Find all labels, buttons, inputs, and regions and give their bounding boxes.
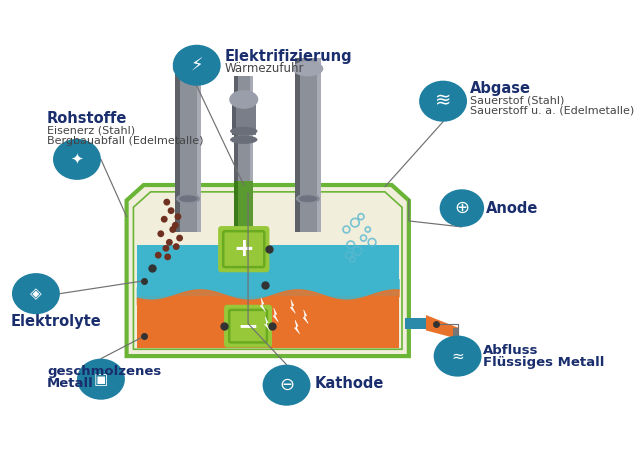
Text: ✦: ✦: [70, 152, 83, 167]
Polygon shape: [303, 310, 308, 323]
Text: Elektrifizierung: Elektrifizierung: [225, 49, 353, 64]
Text: Abgase: Abgase: [470, 81, 531, 96]
Text: ≈: ≈: [451, 349, 464, 364]
Ellipse shape: [296, 193, 320, 204]
FancyBboxPatch shape: [218, 226, 269, 272]
Ellipse shape: [179, 195, 198, 202]
Ellipse shape: [298, 195, 317, 202]
Text: ◈: ◈: [30, 286, 42, 301]
Circle shape: [157, 230, 164, 237]
Text: Anode: Anode: [486, 201, 538, 216]
Bar: [234, 76, 237, 232]
Polygon shape: [264, 317, 270, 331]
Text: ≋: ≋: [435, 92, 451, 111]
Ellipse shape: [176, 193, 200, 204]
Ellipse shape: [77, 359, 125, 400]
Ellipse shape: [292, 61, 323, 77]
Text: ⊖: ⊖: [279, 376, 294, 394]
Text: geschmolzenes: geschmolzenes: [47, 365, 161, 378]
Circle shape: [155, 252, 162, 259]
Bar: [250, 76, 253, 232]
Text: −: −: [237, 314, 259, 338]
Bar: [234, 76, 253, 232]
Ellipse shape: [173, 61, 204, 77]
Ellipse shape: [440, 189, 484, 227]
Text: ▣: ▣: [93, 371, 108, 387]
Text: Sauerstof (Stahl): Sauerstof (Stahl): [470, 95, 564, 106]
FancyBboxPatch shape: [224, 305, 272, 347]
Bar: [295, 58, 300, 232]
Bar: [317, 58, 321, 232]
Text: Eisenerz (Stahl): Eisenerz (Stahl): [47, 125, 135, 135]
Text: +: +: [234, 237, 254, 261]
Circle shape: [161, 216, 168, 223]
Ellipse shape: [419, 81, 467, 122]
Text: Abfluss: Abfluss: [483, 344, 539, 357]
Ellipse shape: [12, 273, 60, 314]
Circle shape: [164, 253, 171, 260]
Circle shape: [163, 245, 170, 252]
Polygon shape: [260, 298, 266, 312]
Text: Sauerstoff u. a. (Edelmetalle): Sauerstoff u. a. (Edelmetalle): [470, 106, 634, 116]
Text: Flüssiges Metall: Flüssiges Metall: [483, 357, 605, 370]
Polygon shape: [137, 288, 399, 347]
Bar: [234, 181, 253, 232]
Text: Kathode: Kathode: [315, 376, 384, 391]
Ellipse shape: [230, 127, 257, 135]
Circle shape: [172, 222, 179, 229]
Ellipse shape: [53, 139, 101, 180]
Bar: [232, 101, 256, 135]
Circle shape: [163, 199, 170, 206]
Bar: [175, 58, 180, 232]
Polygon shape: [127, 185, 409, 356]
Text: Metall: Metall: [47, 377, 94, 390]
Bar: [234, 181, 238, 232]
Bar: [295, 58, 321, 232]
Polygon shape: [273, 308, 278, 322]
Ellipse shape: [262, 365, 310, 406]
Circle shape: [170, 226, 176, 233]
Text: Bergbauabfall (Edelmetalle): Bergbauabfall (Edelmetalle): [47, 135, 204, 145]
Text: ⚡: ⚡: [191, 56, 203, 74]
Circle shape: [176, 235, 183, 241]
Ellipse shape: [229, 90, 259, 109]
Text: ⊕: ⊕: [454, 199, 470, 217]
Circle shape: [175, 213, 181, 220]
Text: Wärmezufuhr: Wärmezufuhr: [225, 62, 305, 75]
Bar: [175, 58, 201, 232]
Circle shape: [173, 243, 180, 250]
Ellipse shape: [230, 135, 257, 144]
Ellipse shape: [434, 336, 481, 376]
Ellipse shape: [173, 45, 221, 86]
Circle shape: [168, 207, 175, 214]
Polygon shape: [137, 245, 399, 296]
Bar: [453, 328, 460, 340]
Bar: [232, 101, 236, 135]
Text: Rohstoffe: Rohstoffe: [47, 111, 127, 126]
Polygon shape: [426, 315, 458, 339]
Circle shape: [166, 239, 173, 246]
Polygon shape: [290, 299, 296, 313]
Bar: [404, 318, 432, 329]
Text: Elektrolyte: Elektrolyte: [10, 314, 101, 329]
Bar: [197, 58, 201, 232]
Polygon shape: [294, 320, 300, 334]
